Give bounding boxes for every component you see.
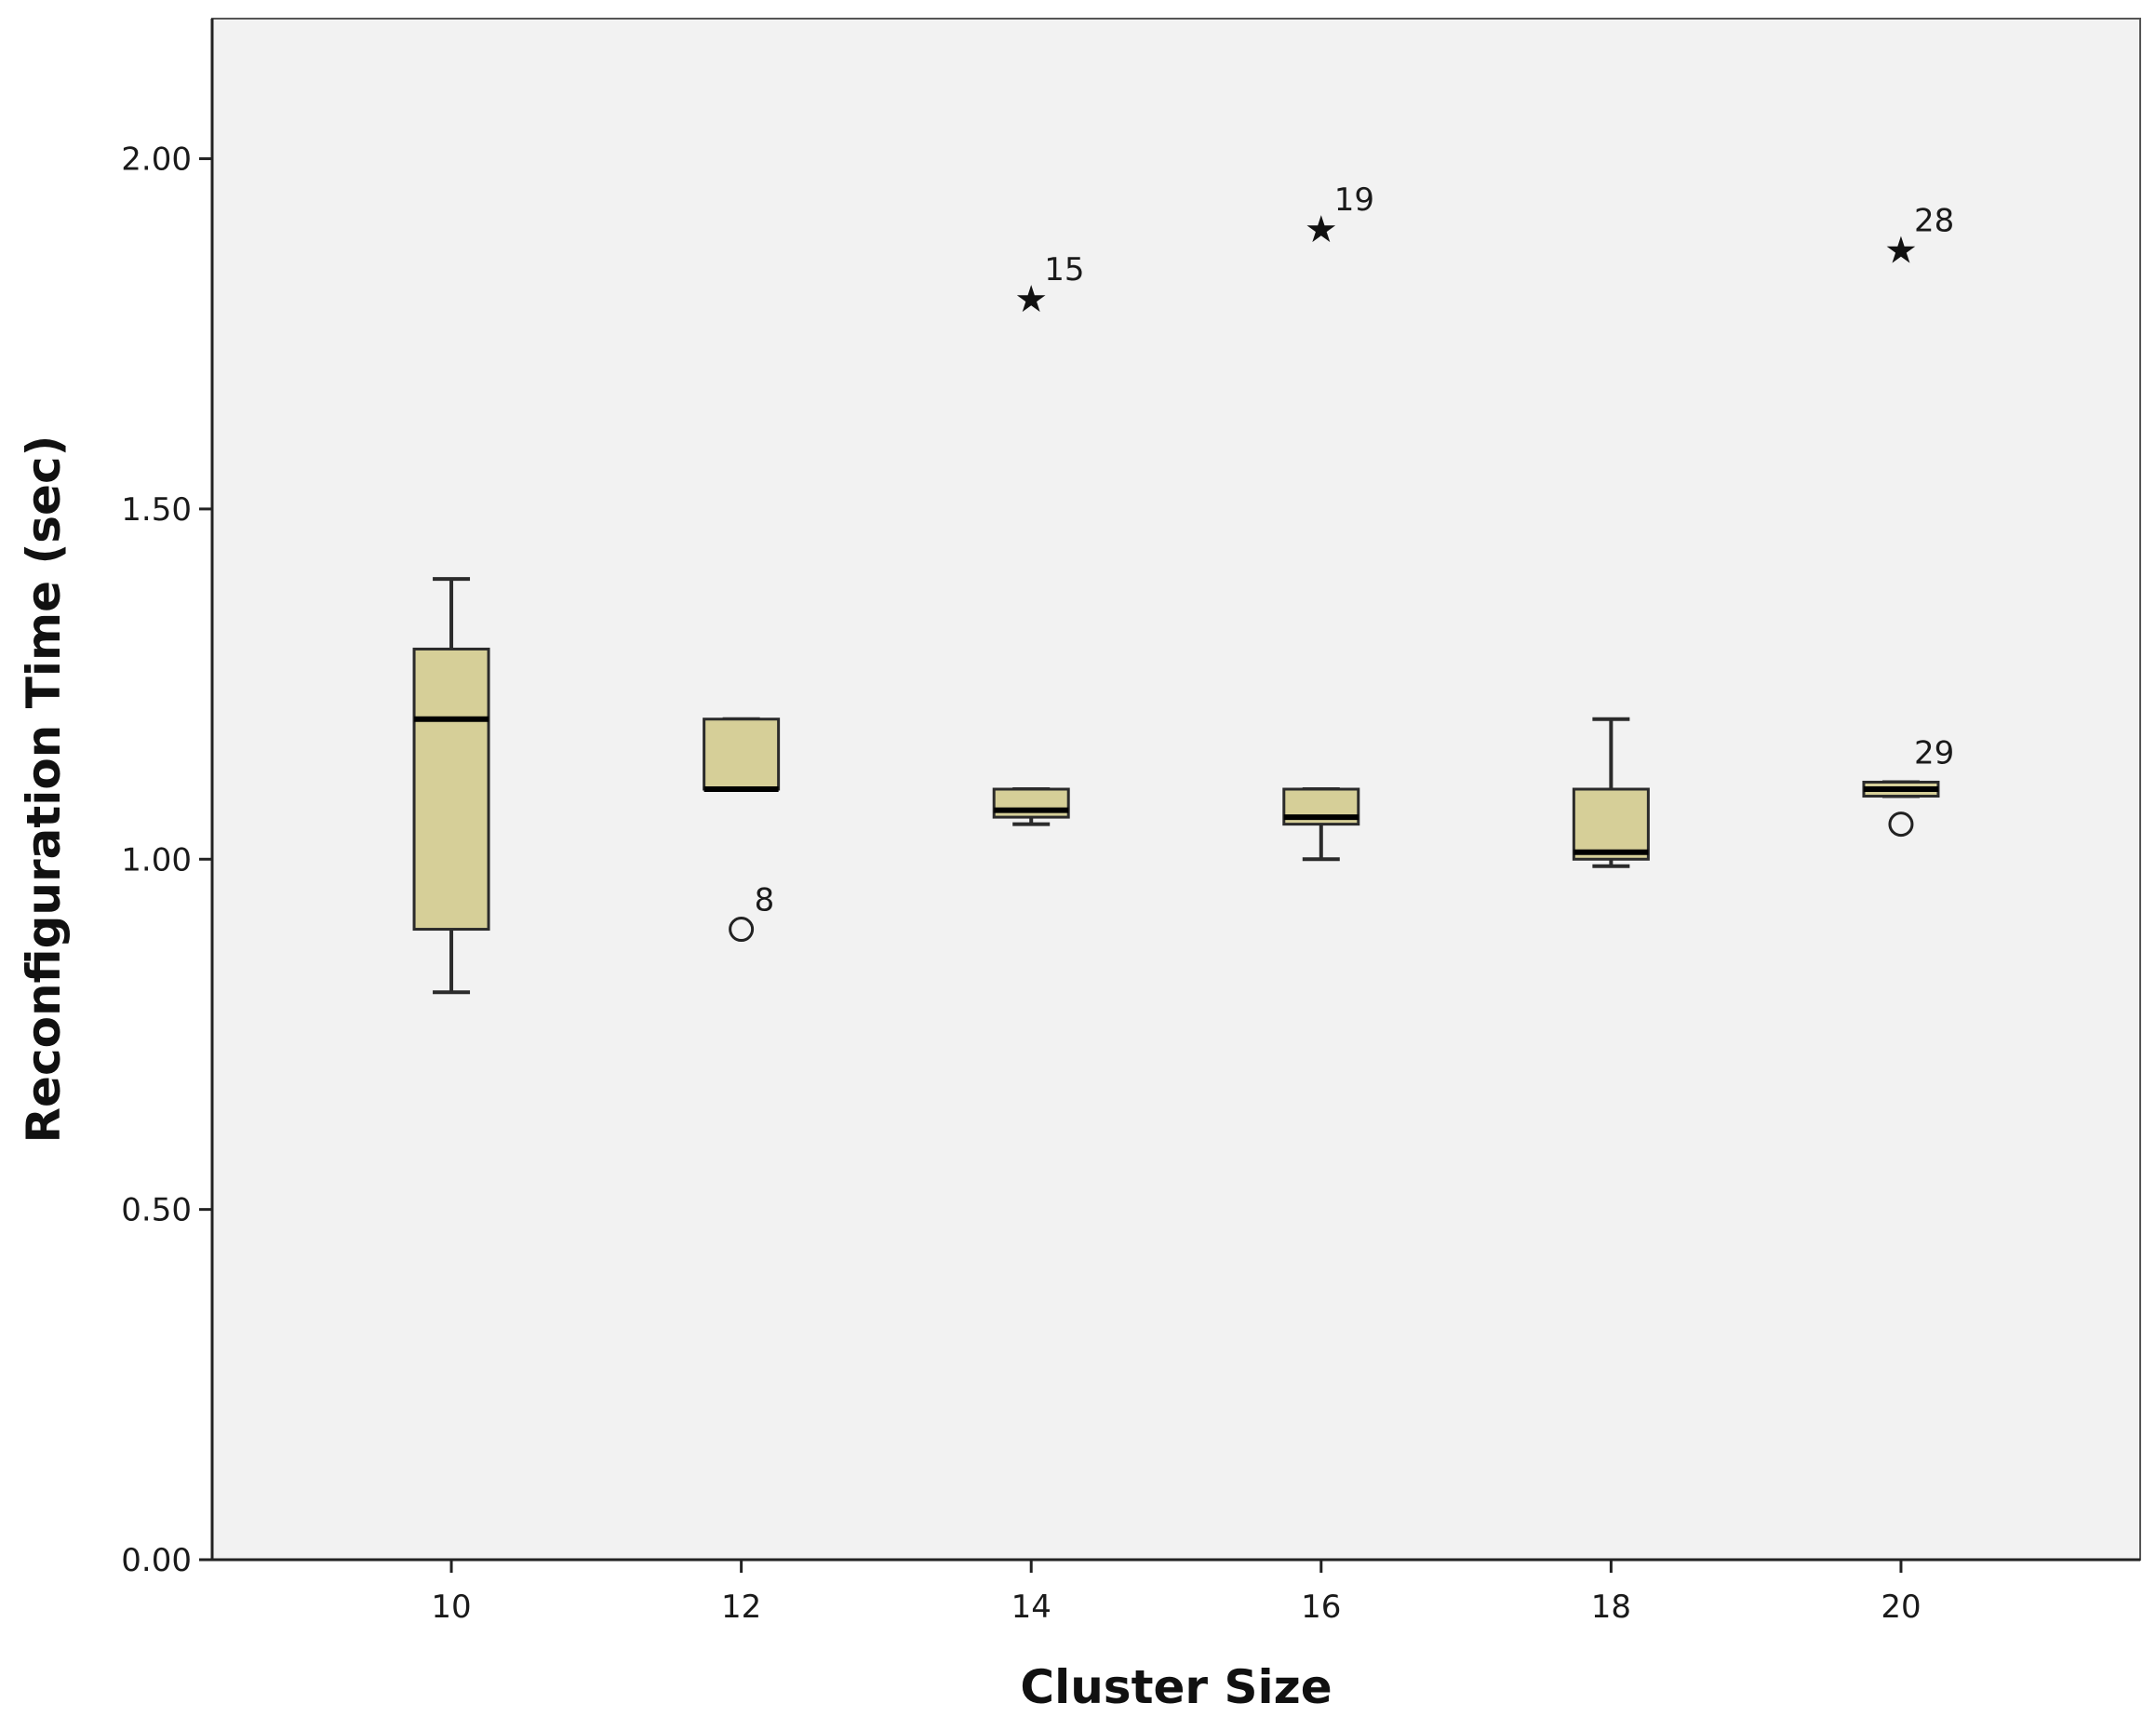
box-iqr <box>703 717 781 791</box>
outlier-16: ★19 <box>1305 181 1374 251</box>
outlier-label: 15 <box>1044 251 1084 288</box>
outlier-star: ★ <box>1014 278 1048 321</box>
x-tick-label: 10 <box>431 1589 471 1626</box>
box-16 <box>1282 787 1360 862</box>
y-tick-label: 2.00 <box>121 141 192 179</box>
outlier-circle <box>729 917 755 943</box>
x-tick-label: 16 <box>1301 1589 1341 1626</box>
x-tick-label: 14 <box>1011 1589 1051 1626</box>
outlier-12: 8 <box>729 882 775 943</box>
box-iqr <box>1572 787 1650 861</box>
outlier-label: 29 <box>1914 734 1954 771</box>
outlier-14: ★15 <box>1014 251 1084 321</box>
x-tick-label: 20 <box>1881 1589 1921 1626</box>
outlier-label: 19 <box>1334 181 1374 219</box>
x-tick-label: 12 <box>721 1589 761 1626</box>
outlier-star: ★ <box>1884 229 1918 272</box>
outlier-circle <box>1888 811 1914 838</box>
box-10 <box>412 577 490 995</box>
y-tick-label: 0.50 <box>121 1192 192 1229</box>
y-axis-title: Reconfiguration Time (sec) <box>17 436 71 1144</box>
y-tick-label: 1.50 <box>121 491 192 529</box>
plot-area <box>211 18 2141 1561</box>
tick-labels: 0.00 0.50 1.00 1.50 2.00 10 12 14 16 18 20 <box>121 141 1921 1626</box>
box-18 <box>1572 717 1650 868</box>
axes <box>199 19 2140 1573</box>
outlier-20: 29 <box>1914 734 1954 771</box>
outlier-20 <box>1888 811 1914 838</box>
outlier-20: ★28 <box>1884 202 1954 272</box>
x-tick-label: 18 <box>1591 1589 1631 1626</box>
box-iqr <box>412 647 490 932</box>
y-tick-label: 0.00 <box>121 1542 192 1579</box>
y-tick-label: 1.00 <box>121 841 192 878</box>
box-20 <box>1862 780 1940 798</box>
outlier-label: 28 <box>1914 202 1954 239</box>
outlier-star: ★ <box>1305 208 1338 251</box>
box-12 <box>703 717 781 792</box>
box-iqr <box>992 787 1070 819</box>
x-axis-title: Cluster Size <box>1020 1660 1332 1714</box>
outlier-label: 8 <box>755 882 775 919</box>
box-14 <box>992 787 1070 826</box>
